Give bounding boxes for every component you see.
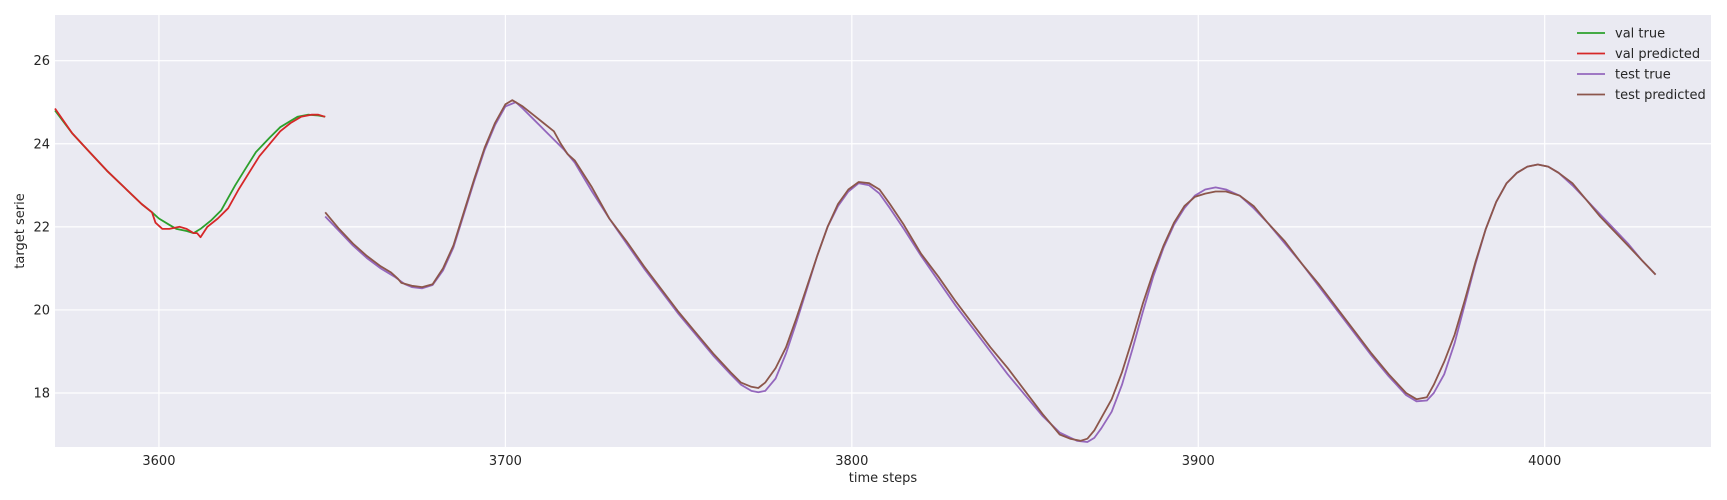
legend: val true val predicted test true test predi… <box>1577 27 1706 103</box>
y-tick-label: 18 <box>33 387 50 402</box>
legend-label: test true <box>1615 68 1671 83</box>
plot-background <box>55 15 1711 447</box>
x-axis-label: time steps <box>849 471 918 486</box>
y-axis-label: target serie <box>13 193 28 268</box>
grid-lines <box>55 15 1711 447</box>
series-line-2 <box>54 107 326 239</box>
y-tick-label: 20 <box>33 303 50 318</box>
legend-label: val true <box>1615 27 1665 42</box>
series-lines <box>54 99 1657 443</box>
legend-label: val predicted <box>1615 47 1700 62</box>
series-line-3 <box>324 101 1657 443</box>
y-tick-label: 26 <box>33 54 50 69</box>
legend-label: test predicted <box>1615 88 1706 103</box>
x-tick-label: 3800 <box>835 454 868 469</box>
tick-labels: 3600 3700 3800 3900 4000 18 20 22 24 26 <box>33 54 1561 469</box>
x-tick-label: 3900 <box>1182 454 1215 469</box>
x-tick-label: 3600 <box>142 454 175 469</box>
series-line-4 <box>324 99 1657 442</box>
x-tick-label: 3700 <box>489 454 522 469</box>
x-tick-label: 4000 <box>1528 454 1561 469</box>
y-tick-label: 24 <box>33 137 50 152</box>
y-tick-label: 22 <box>33 220 50 235</box>
